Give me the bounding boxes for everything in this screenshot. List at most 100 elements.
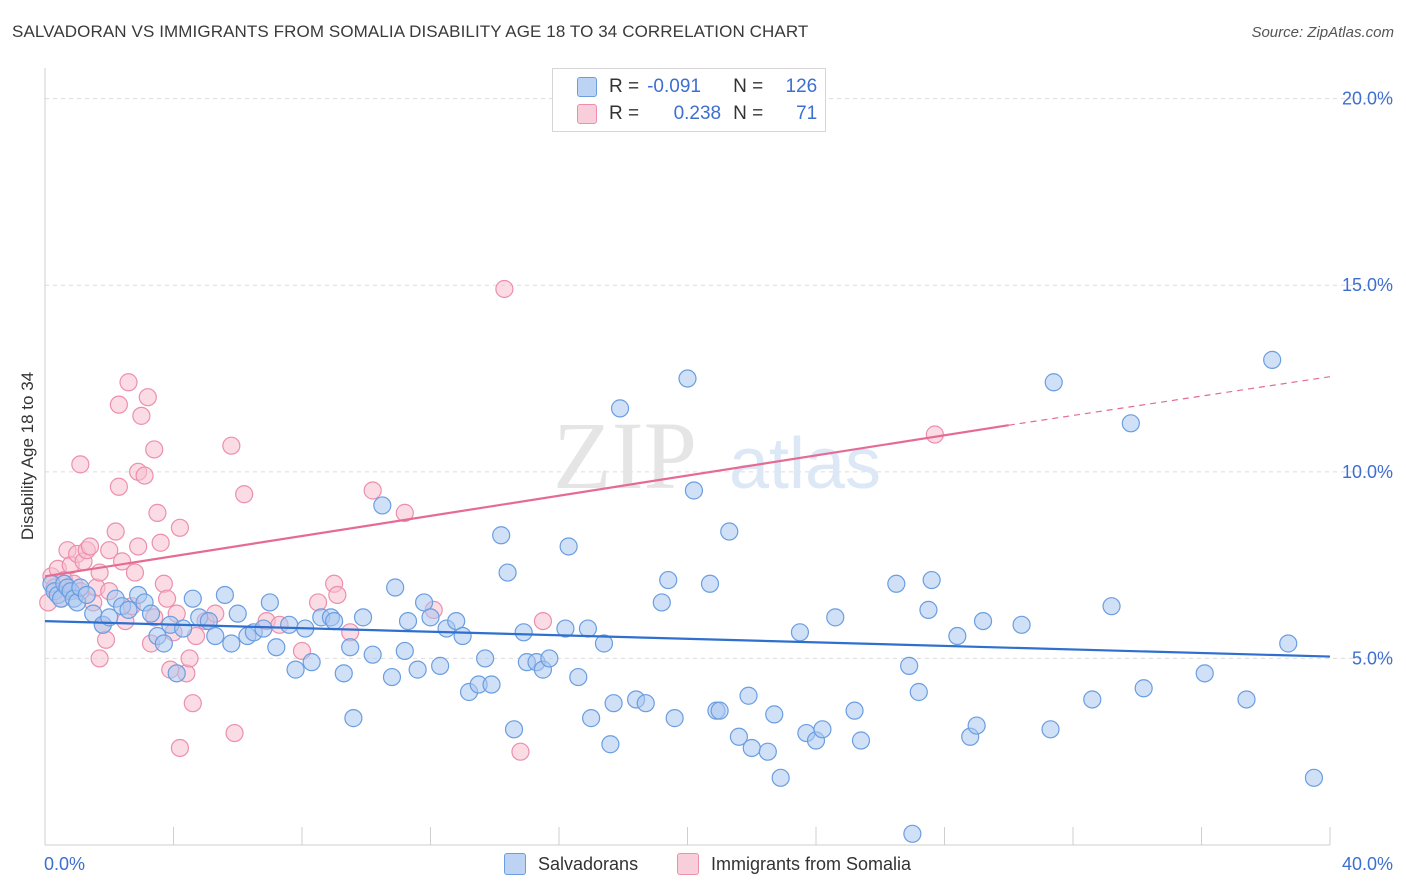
somalia-point bbox=[170, 738, 190, 758]
salvadoran-point bbox=[514, 623, 533, 642]
salvadoran-point bbox=[1044, 373, 1063, 392]
salvadorans-legend-swatch bbox=[504, 853, 526, 875]
somalia-point bbox=[129, 537, 148, 556]
somalia-point bbox=[170, 518, 190, 537]
salvadoran-point bbox=[1279, 634, 1298, 653]
salvadoran-point bbox=[1121, 414, 1140, 433]
somalia-point bbox=[395, 503, 414, 522]
axes bbox=[44, 68, 1331, 846]
salvadoran-point bbox=[222, 634, 241, 653]
salvadoran-point bbox=[141, 604, 161, 623]
y-tick-label: 15.0% bbox=[1342, 275, 1393, 295]
salvadoran-point bbox=[665, 709, 684, 728]
salvadoran-point bbox=[453, 626, 472, 646]
stats-legend: R = -0.091 N = 126 R = 0.238 N = 71 bbox=[552, 68, 826, 132]
gridlines bbox=[45, 98, 1390, 659]
salvadoran-point bbox=[967, 716, 986, 735]
salvadoran-point bbox=[1304, 768, 1324, 787]
n-label: N = bbox=[733, 103, 764, 124]
salvadoran-point bbox=[398, 611, 418, 631]
salvadoran-point bbox=[720, 522, 739, 541]
salvadoran-point bbox=[903, 824, 922, 843]
salvadoran-point bbox=[684, 481, 704, 500]
watermark-zip: ZIP bbox=[553, 402, 697, 509]
somalia-point bbox=[109, 395, 128, 414]
salvadoran-point bbox=[742, 738, 761, 758]
salvadoran-point bbox=[569, 667, 588, 687]
salvadoran-point bbox=[431, 656, 450, 675]
salvadoran-point bbox=[922, 570, 941, 590]
salvadoran-point bbox=[1237, 690, 1256, 709]
salvadoran-point bbox=[325, 611, 344, 631]
legend-item-somalia: Immigrants from Somalia bbox=[677, 850, 911, 878]
salvadoran-point bbox=[77, 585, 96, 605]
salvadoran-point bbox=[678, 369, 697, 388]
salvadoran-point bbox=[119, 600, 138, 620]
y-tick-label: 10.0% bbox=[1342, 462, 1393, 482]
salvadoran-point bbox=[206, 626, 225, 646]
salvadoran-point bbox=[540, 649, 559, 668]
salvadoran-point bbox=[604, 694, 623, 713]
salvadoran-point bbox=[826, 608, 845, 627]
somalia-point bbox=[222, 436, 241, 455]
salvadoran-point bbox=[851, 731, 871, 750]
salvadoran-point bbox=[973, 611, 993, 631]
somalia-point bbox=[125, 563, 145, 582]
salvadoran-point bbox=[167, 664, 186, 683]
somalia-point bbox=[235, 485, 254, 504]
salvadoran-point bbox=[700, 574, 720, 593]
salvadoran-point bbox=[729, 727, 749, 746]
salvadoran-point bbox=[154, 634, 173, 653]
legend-item-salvadorans: Salvadorans bbox=[504, 850, 638, 878]
r-value: -0.091 bbox=[647, 76, 701, 97]
somalia-point bbox=[180, 649, 199, 668]
salvadoran-point bbox=[408, 660, 427, 679]
somalia-point bbox=[363, 481, 382, 500]
somalia-swatch bbox=[577, 104, 597, 124]
watermark: ZIP atlas bbox=[553, 402, 881, 509]
somalia-point bbox=[119, 373, 138, 392]
salvadoran-point bbox=[353, 608, 373, 627]
salvadoran-point bbox=[739, 686, 758, 705]
somalia-point bbox=[71, 455, 90, 474]
stats-row-salvadorans: R = -0.091 N = 126 bbox=[577, 75, 817, 99]
somalia-point bbox=[495, 279, 514, 299]
salvadoran-point bbox=[302, 653, 321, 672]
salvadoran-point bbox=[492, 526, 511, 545]
somalia-point bbox=[308, 593, 328, 612]
salvadoran-point bbox=[909, 682, 928, 702]
salvadoran-point bbox=[341, 638, 360, 657]
somalia-point bbox=[100, 541, 119, 560]
salvadoran-point bbox=[1083, 690, 1102, 709]
salvadoran-point bbox=[582, 709, 601, 728]
y-tick-label: 5.0% bbox=[1352, 648, 1393, 668]
salvadoran-point bbox=[556, 619, 575, 638]
salvadoran-point bbox=[280, 615, 299, 634]
salvadoran-point bbox=[765, 705, 784, 724]
salvadoran-point bbox=[919, 600, 938, 620]
salvadoran-point bbox=[652, 593, 671, 612]
salvadoran-point bbox=[228, 604, 247, 623]
somalia-point bbox=[90, 649, 109, 668]
axis-labels: 5.0% 10.0% 15.0% 20.0% 0.0% 40.0% Disability A… bbox=[18, 89, 1393, 874]
somalia-point bbox=[925, 425, 944, 444]
somalia-point bbox=[328, 585, 347, 605]
salvadoran-point bbox=[286, 660, 305, 679]
salvadoran-point bbox=[601, 735, 620, 754]
salvadoran-point bbox=[344, 709, 363, 728]
salvadoran-point bbox=[636, 694, 655, 713]
salvadoran-point bbox=[758, 742, 777, 761]
n-label: N = bbox=[733, 76, 764, 97]
salvadoran-point bbox=[382, 667, 402, 687]
salvadoran-trend-line bbox=[44, 619, 1331, 658]
salvadoran-point bbox=[1263, 350, 1282, 369]
salvadoran-point bbox=[578, 619, 598, 638]
salvadoran-point bbox=[421, 608, 440, 627]
legend-label: Salvadorans bbox=[538, 853, 639, 874]
salvadoran-point bbox=[1102, 597, 1121, 616]
salvadoran-point bbox=[659, 570, 678, 590]
salvadoran-point bbox=[1012, 615, 1031, 634]
salvadoran-point bbox=[900, 656, 919, 675]
salvadoran-point bbox=[710, 701, 729, 720]
